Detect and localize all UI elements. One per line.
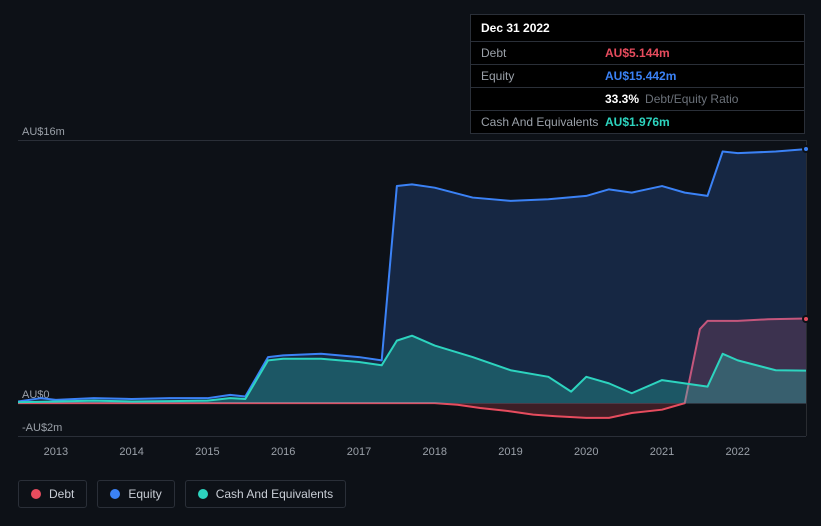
legend-swatch: [110, 489, 120, 499]
legend-item-debt[interactable]: Debt: [18, 480, 87, 508]
tooltip-row-label: Equity: [481, 69, 605, 83]
cursor-line: [806, 140, 807, 436]
tooltip-row: DebtAU$5.144m: [471, 42, 804, 65]
tooltip-row-label: Cash And Equivalents: [481, 115, 605, 129]
tooltip-row-extra: Debt/Equity Ratio: [645, 92, 738, 106]
x-axis-label: 2013: [44, 446, 68, 458]
x-axis-label: 2022: [726, 446, 750, 458]
marker-debt: [802, 315, 810, 323]
tooltip-row-label: Debt: [481, 46, 605, 60]
x-axis-label: 2017: [347, 446, 371, 458]
legend-swatch: [31, 489, 41, 499]
legend-label: Cash And Equivalents: [216, 487, 333, 501]
hover-tooltip: Dec 31 2022 DebtAU$5.144mEquityAU$15.442…: [470, 14, 805, 134]
tooltip-row-label: [481, 92, 605, 106]
tooltip-row-value: AU$5.144m: [605, 46, 670, 60]
legend-label: Debt: [49, 487, 74, 501]
legend-item-equity[interactable]: Equity: [97, 480, 174, 508]
x-axis-label: 2020: [574, 446, 598, 458]
y-axis-label: AU$16m: [22, 126, 65, 138]
x-axis-label: 2018: [422, 446, 446, 458]
chart-container: Dec 31 2022 DebtAU$5.144mEquityAU$15.442…: [0, 0, 821, 526]
gridline: [18, 436, 806, 437]
legend-swatch: [198, 489, 208, 499]
x-axis-label: 2015: [195, 446, 219, 458]
chart-plot[interactable]: [18, 140, 806, 436]
tooltip-row-value: AU$15.442m: [605, 69, 676, 83]
tooltip-row: EquityAU$15.442m: [471, 65, 804, 88]
marker-equity: [802, 145, 810, 153]
legend-item-cash[interactable]: Cash And Equivalents: [185, 480, 346, 508]
tooltip-row-value: AU$1.976m: [605, 115, 670, 129]
x-axis-label: 2016: [271, 446, 295, 458]
tooltip-row: Cash And EquivalentsAU$1.976m: [471, 111, 804, 133]
legend-label: Equity: [128, 487, 161, 501]
tooltip-row-value: 33.3%Debt/Equity Ratio: [605, 92, 738, 106]
x-axis-label: 2021: [650, 446, 674, 458]
legend: Debt Equity Cash And Equivalents: [18, 480, 346, 508]
x-axis-label: 2019: [498, 446, 522, 458]
x-axis-label: 2014: [119, 446, 143, 458]
tooltip-date: Dec 31 2022: [471, 15, 804, 42]
tooltip-row: 33.3%Debt/Equity Ratio: [471, 88, 804, 111]
